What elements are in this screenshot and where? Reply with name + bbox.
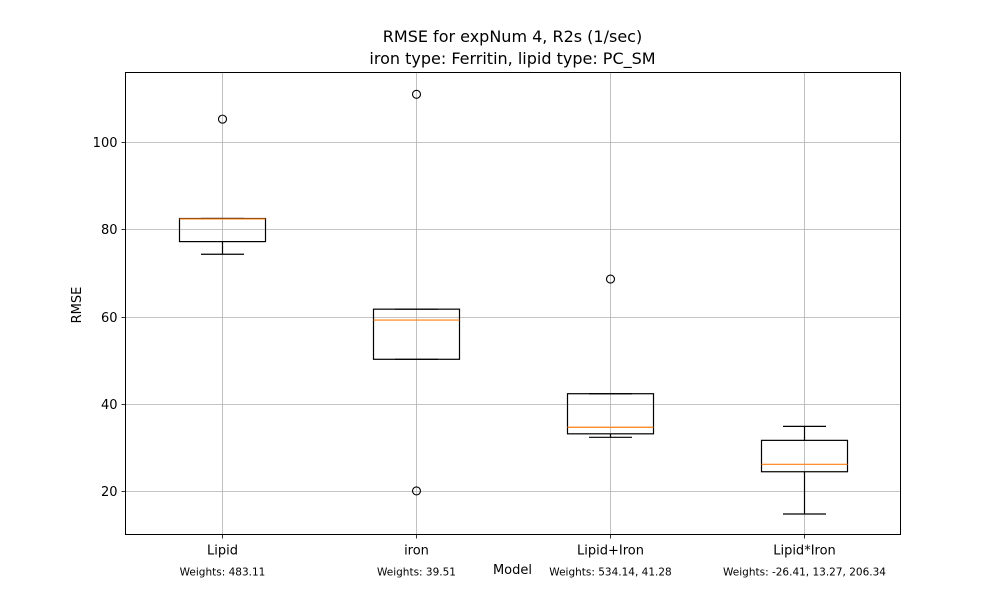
- box-group: [372, 89, 461, 496]
- box-iqr: [566, 393, 655, 435]
- box-layer: [178, 89, 849, 515]
- outlier-point: [411, 89, 422, 99]
- weights-label: Weights: -26.41, 13.27, 206.34: [723, 567, 886, 579]
- tick-layer: 20 40 60 80 100 Lipid Weights: 483.11 iron Weigh…: [93, 136, 887, 579]
- plot-frame: [125, 72, 901, 535]
- chart-title-line2: iron type: Ferritin, lipid type: PC_SM: [369, 49, 655, 69]
- outlier-point: [411, 486, 422, 496]
- y-tick-label: 80: [101, 223, 118, 238]
- x-tick-label: Lipid*Iron: [773, 544, 836, 559]
- outlier-point: [605, 274, 616, 284]
- box-iqr: [760, 439, 849, 473]
- x-axis-label: Model: [493, 563, 532, 578]
- weights-label: Weights: 39.51: [377, 567, 456, 579]
- x-tick-label: iron: [404, 544, 429, 559]
- box-iqr: [372, 308, 461, 360]
- y-tick-label: 100: [93, 136, 118, 151]
- box-group: [178, 114, 267, 255]
- outlier-point: [217, 114, 228, 124]
- y-axis-label: RMSE: [70, 287, 85, 324]
- box-group: [760, 425, 849, 515]
- y-tick-label: 20: [101, 485, 118, 500]
- y-tick-label: 40: [101, 398, 118, 413]
- x-tick-label: Lipid+Iron: [577, 544, 644, 559]
- box-group: [566, 274, 655, 438]
- x-tick-label: Lipid: [207, 544, 238, 559]
- chart-title-line1: RMSE for expNum 4, R2s (1/sec): [383, 27, 642, 46]
- weights-label: Weights: 534.14, 41.28: [549, 567, 671, 579]
- y-tick-label: 60: [101, 311, 118, 326]
- weights-label: Weights: 483.11: [180, 567, 266, 579]
- grid-layer: [125, 72, 901, 535]
